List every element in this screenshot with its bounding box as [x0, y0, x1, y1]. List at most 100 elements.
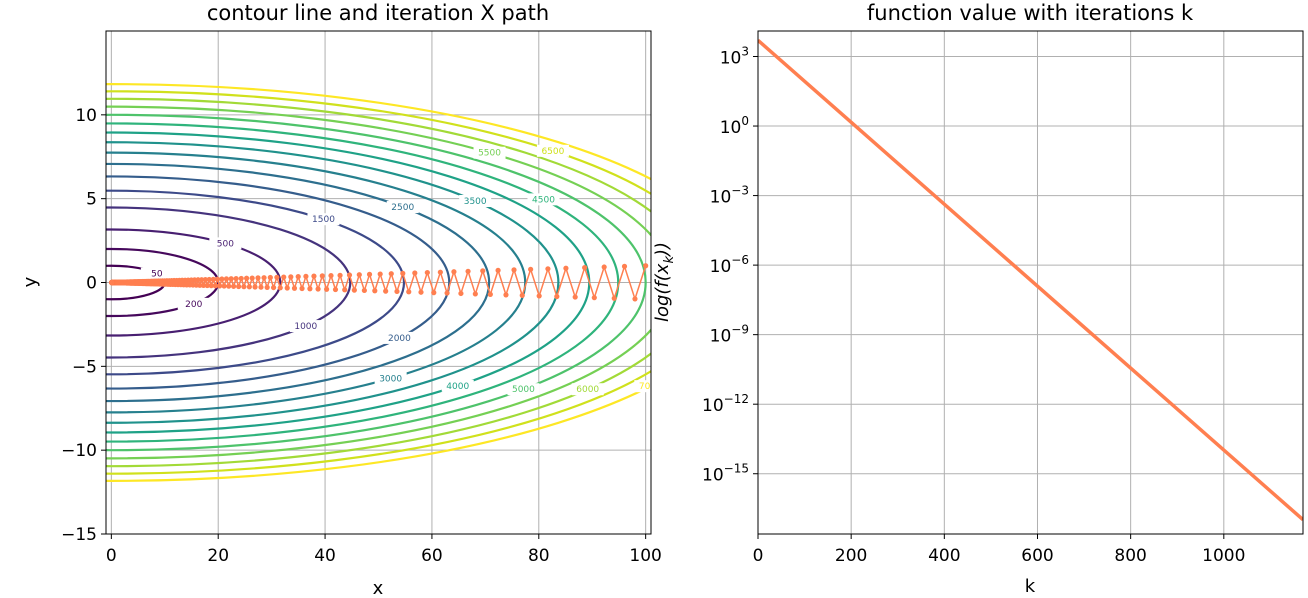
iteration-point [270, 284, 277, 291]
y-tick-label: 5 [86, 190, 97, 210]
contour-line [106, 151, 527, 414]
contour-plot: contour line and iteration X path 502005… [20, 1, 662, 598]
iteration-point [337, 272, 343, 278]
contour-line [106, 105, 651, 460]
iteration-point [394, 288, 400, 295]
y-tick-label: 0 [86, 274, 97, 294]
function-value-x-ticks: 0 200 400 600 800 1000 [753, 534, 1245, 566]
iteration-point [611, 295, 617, 301]
iteration-point [400, 270, 406, 276]
iteration-point [346, 272, 353, 278]
x-tick-label: 600 [1021, 546, 1053, 566]
contour-label: 5000 [512, 385, 535, 395]
iteration-point [519, 292, 525, 298]
iteration-point [480, 268, 486, 274]
iteration-point [311, 273, 317, 279]
iteration-point [295, 274, 301, 280]
iteration-point [412, 270, 418, 276]
iteration-point [109, 279, 115, 286]
contour-label: 200 [185, 300, 202, 310]
x-tick-label: 400 [928, 546, 960, 566]
iteration-point [372, 288, 378, 294]
contour-label-bg [140, 267, 173, 280]
iteration-point [202, 276, 208, 283]
iteration-point [299, 285, 305, 292]
contour-label: 2000 [388, 334, 411, 344]
contour-line [106, 228, 282, 337]
function-value-plot-frame [757, 30, 1304, 535]
contour-label-bg [383, 331, 416, 344]
contour-line [106, 90, 651, 475]
iteration-point [219, 276, 225, 282]
contour-label-bg [473, 146, 506, 159]
contour-label: 6000 [576, 385, 599, 395]
contour-label-bg [441, 379, 474, 392]
x-tick-label: 80 [528, 546, 550, 566]
iteration-point [267, 274, 273, 281]
iteration-point [264, 284, 270, 290]
contour-label: 1000 [294, 322, 317, 332]
iteration-point [418, 289, 424, 295]
iteration-point [277, 285, 283, 291]
contour-line [106, 141, 560, 424]
contour-label: 4000 [446, 382, 469, 392]
contour-label: 7000 [639, 382, 662, 392]
contour-label-bg [634, 380, 651, 393]
iteration-point [233, 275, 239, 282]
contour-y-axis-label: y [20, 276, 41, 287]
function-value-plot-title: function value with iterations k [867, 1, 1194, 25]
y-tick-label: 103 [720, 44, 749, 68]
y-tick-label: 10 [75, 106, 97, 126]
iteration-path [109, 263, 649, 302]
iteration-point [472, 291, 478, 297]
contour-x-ticks: 0 20 40 60 80 100 [106, 534, 662, 566]
iteration-point [307, 286, 313, 292]
y-tick-label: 10−15 [702, 462, 749, 486]
iteration-point [377, 271, 383, 277]
x-tick-label: 40 [314, 546, 336, 566]
contour-label-bg [177, 297, 210, 310]
iteration-point [319, 273, 325, 279]
contour-labels: 50 200 500 1000 1500 2000 2500 3000 3500 4000 4500… [140, 144, 662, 396]
contour-line [106, 83, 651, 482]
contour-label-bg [459, 194, 492, 207]
iteration-point [444, 290, 450, 296]
iteration-point [324, 286, 330, 292]
iteration-point [332, 286, 339, 293]
iteration-point [511, 267, 517, 273]
iteration-point [303, 273, 309, 279]
iteration-point [554, 293, 560, 300]
iteration-point [388, 271, 394, 277]
iteration-point [200, 282, 207, 288]
iteration-point [204, 282, 210, 289]
iteration-point [252, 284, 258, 290]
iteration-point [315, 286, 321, 292]
contour-label: 4500 [532, 195, 555, 205]
y-tick-label: 10−6 [710, 253, 749, 277]
x-tick-label: 0 [753, 546, 764, 566]
iteration-point [284, 285, 290, 291]
contour-line [106, 113, 647, 452]
iteration-point [291, 285, 298, 291]
iteration-point [281, 274, 287, 280]
contour-label: 500 [217, 239, 234, 249]
iteration-point [643, 263, 649, 269]
contour-label: 5500 [478, 149, 501, 159]
contour-label: 6500 [541, 147, 564, 157]
iteration-point [249, 275, 255, 281]
iteration-point [572, 294, 578, 300]
contour-label: 50 [151, 270, 163, 280]
function-value-plot: function value with iterations k 0 200 400… [652, 1, 1304, 597]
contour-label-bg [571, 383, 604, 396]
iteration-point [221, 283, 227, 289]
contour-line [106, 162, 491, 403]
iteration-point [406, 289, 412, 295]
contour-line [106, 175, 451, 390]
iteration-point [244, 275, 250, 281]
iteration-point [495, 267, 501, 273]
iteration-point [563, 265, 569, 271]
contour-label-bg [536, 144, 569, 157]
x-tick-label: 60 [421, 546, 443, 566]
iteration-point [621, 263, 628, 269]
